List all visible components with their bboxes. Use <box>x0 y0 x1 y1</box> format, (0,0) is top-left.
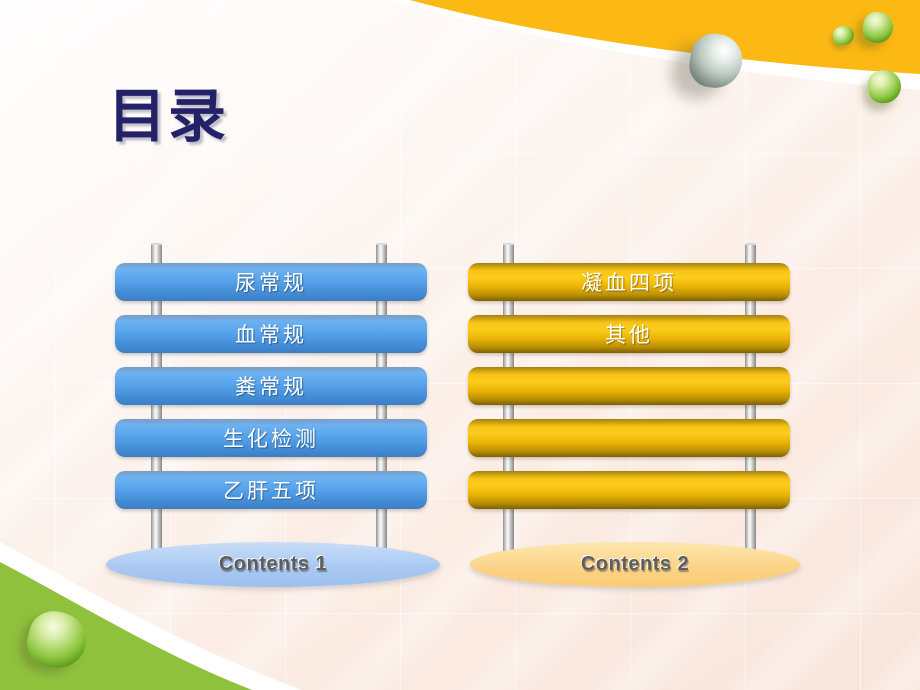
toc-item-label: 血常规 <box>235 323 307 347</box>
toc-item-label: 凝血四项 <box>581 271 677 295</box>
toc-item-bar-empty <box>468 471 790 509</box>
toc-item-bar[interactable]: 粪常规 <box>115 367 427 405</box>
water-droplet-icon <box>685 29 747 93</box>
water-droplet-icon <box>866 68 903 105</box>
toc-item-label: 尿常规 <box>235 271 307 295</box>
toc-item-bar-empty <box>468 367 790 405</box>
contents-2-base: Contents 2 <box>470 542 800 587</box>
water-droplet-icon <box>831 23 856 48</box>
page-title: 目录 <box>108 83 229 149</box>
toc-item-bar[interactable]: 尿常规 <box>115 263 427 301</box>
toc-item-bar[interactable]: 其他 <box>468 315 790 353</box>
toc-item-label: 其他 <box>605 323 653 347</box>
contents-2-label: Contents 2 <box>580 553 690 575</box>
toc-item-bar[interactable]: 血常规 <box>115 315 427 353</box>
toc-item-label: 生化检测 <box>223 427 319 451</box>
water-droplet-icon <box>22 605 92 675</box>
toc-item-label: 粪常规 <box>235 375 307 399</box>
water-droplet-icon <box>860 10 896 45</box>
contents-1-label: Contents 1 <box>218 553 328 575</box>
toc-item-bar-empty <box>468 419 790 457</box>
toc-item-label: 乙肝五项 <box>223 479 319 503</box>
toc-item-bar[interactable]: 凝血四项 <box>468 263 790 301</box>
contents-1-base: Contents 1 <box>106 542 440 587</box>
toc-item-bar[interactable]: 生化检测 <box>115 419 427 457</box>
toc-item-bar[interactable]: 乙肝五项 <box>115 471 427 509</box>
